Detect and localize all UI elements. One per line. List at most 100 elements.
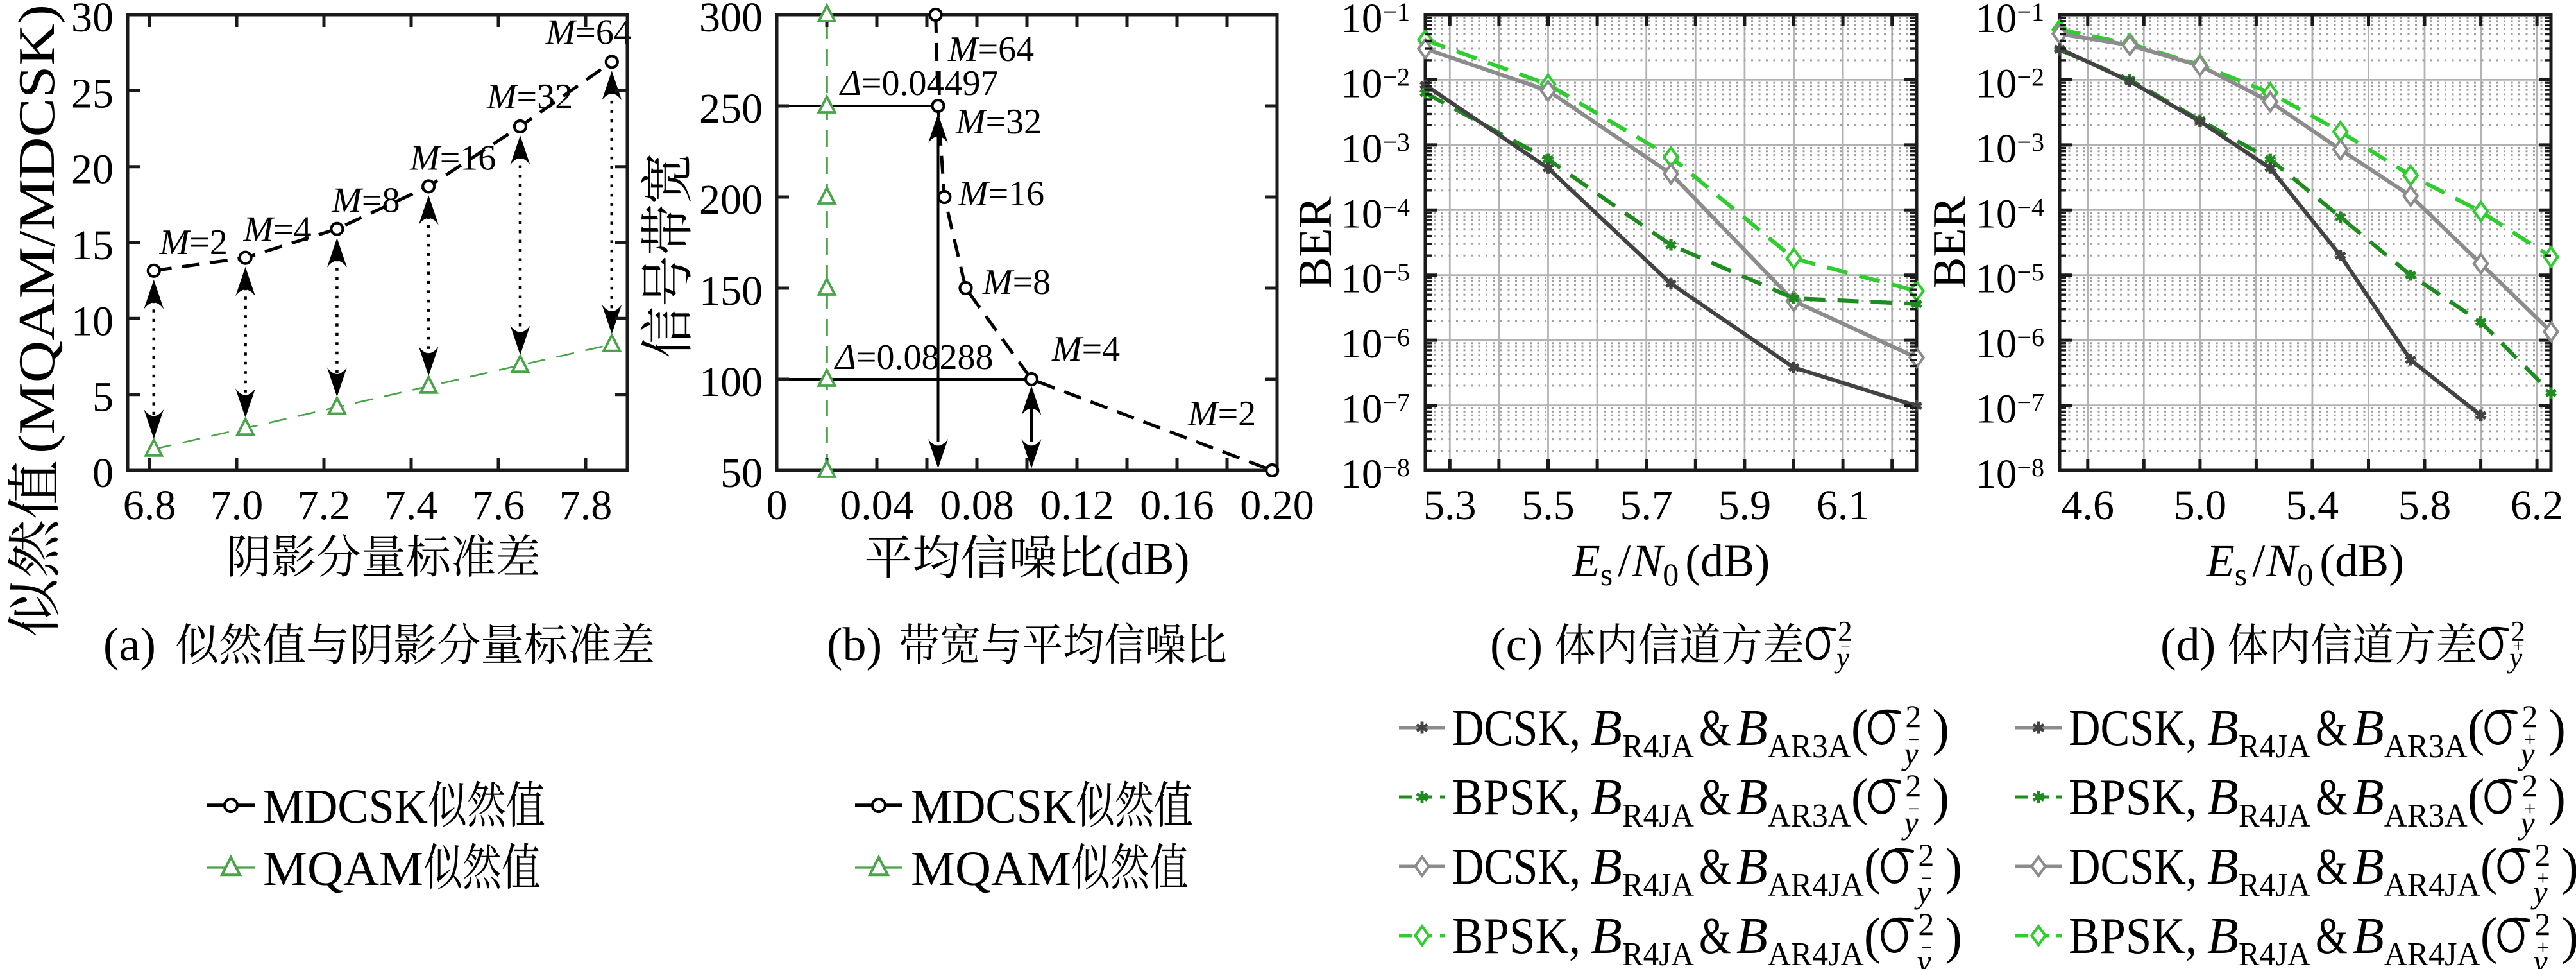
svg-text:6.1: 6.1 bbox=[1817, 482, 1870, 529]
svg-text:(: ( bbox=[1851, 700, 1868, 757]
svg-text:2: 2 bbox=[1838, 615, 1852, 647]
svg-text:): ) bbox=[2561, 908, 2576, 965]
svg-text:M: M bbox=[545, 12, 578, 52]
svg-text:): ) bbox=[1945, 839, 1962, 895]
svg-text:s: s bbox=[1600, 556, 1613, 592]
svg-text:+: + bbox=[2513, 637, 2523, 656]
svg-text:BPSK,: BPSK, bbox=[2069, 908, 2197, 965]
svg-text:AR4JA: AR4JA bbox=[1768, 867, 1864, 904]
svg-text:7.4: 7.4 bbox=[385, 482, 438, 529]
svg-text:−6: −6 bbox=[2017, 323, 2044, 352]
svg-text:10: 10 bbox=[1341, 191, 1382, 237]
svg-text:M: M bbox=[1051, 329, 1084, 369]
svg-text:10: 10 bbox=[1341, 451, 1382, 497]
svg-text:0.08: 0.08 bbox=[940, 482, 1014, 529]
svg-text:R4JA: R4JA bbox=[2239, 936, 2310, 969]
svg-text:): ) bbox=[1932, 700, 1949, 757]
svg-text:10: 10 bbox=[1975, 256, 2017, 302]
svg-text:4.6: 4.6 bbox=[2062, 482, 2115, 529]
svg-text:2: 2 bbox=[2534, 906, 2550, 942]
svg-text:MDCSK: MDCSK bbox=[911, 780, 1076, 834]
svg-text:150: 150 bbox=[699, 268, 763, 314]
svg-text:7.6: 7.6 bbox=[472, 482, 525, 529]
svg-text:R4JA: R4JA bbox=[1622, 728, 1694, 765]
svg-text:6.2: 6.2 bbox=[2511, 482, 2564, 529]
svg-text:5.8: 5.8 bbox=[2398, 482, 2452, 529]
svg-text:(: ( bbox=[2468, 700, 2485, 757]
svg-text:=32: =32 bbox=[986, 102, 1042, 142]
svg-text:10: 10 bbox=[1341, 256, 1382, 302]
svg-text:/: / bbox=[1618, 535, 1631, 587]
svg-text:25: 25 bbox=[71, 70, 114, 117]
svg-text:−8: −8 bbox=[2017, 453, 2044, 482]
svg-text:N: N bbox=[2266, 535, 2300, 587]
svg-text:=8: =8 bbox=[362, 181, 400, 221]
svg-text:(dB): (dB) bbox=[1105, 533, 1190, 585]
svg-text:&: & bbox=[2316, 700, 2348, 757]
svg-text:7.2: 7.2 bbox=[298, 482, 351, 529]
svg-text:10: 10 bbox=[1975, 126, 2017, 172]
svg-text:−: − bbox=[1908, 728, 1919, 751]
svg-text:=0.04497: =0.04497 bbox=[861, 64, 999, 103]
svg-text:B: B bbox=[2207, 908, 2239, 965]
svg-text:0.04: 0.04 bbox=[840, 482, 914, 529]
svg-text:0: 0 bbox=[2297, 556, 2313, 592]
svg-text:2: 2 bbox=[2534, 837, 2550, 873]
svg-text:0.20: 0.20 bbox=[1240, 482, 1314, 529]
svg-text:B: B bbox=[2207, 839, 2239, 895]
svg-text:MDCSK: MDCSK bbox=[263, 780, 428, 834]
svg-text:E: E bbox=[1572, 535, 1600, 587]
svg-text:−7: −7 bbox=[2017, 388, 2044, 417]
svg-text:): ) bbox=[1945, 908, 1962, 965]
svg-text:(dB): (dB) bbox=[2319, 535, 2404, 587]
svg-text:&: & bbox=[1699, 700, 1731, 757]
svg-text:M: M bbox=[982, 262, 1015, 302]
svg-text:(a): (a) bbox=[103, 619, 156, 671]
svg-text:y: y bbox=[1913, 874, 1931, 910]
svg-text:10: 10 bbox=[1341, 60, 1382, 107]
svg-text:): ) bbox=[2561, 839, 2576, 895]
svg-text:&: & bbox=[2316, 769, 2348, 826]
svg-text:−1: −1 bbox=[1382, 0, 1410, 26]
svg-text:M: M bbox=[955, 102, 988, 142]
svg-text:10: 10 bbox=[1975, 451, 2017, 497]
svg-text:y: y bbox=[1834, 642, 1849, 674]
svg-text:N: N bbox=[1631, 535, 1665, 587]
svg-text:250: 250 bbox=[699, 85, 763, 132]
svg-text:AR3A: AR3A bbox=[1768, 798, 1851, 834]
svg-text:−2: −2 bbox=[2017, 62, 2044, 91]
svg-text:R4JA: R4JA bbox=[2239, 867, 2310, 904]
svg-text:200: 200 bbox=[699, 176, 763, 223]
svg-text:=64: =64 bbox=[575, 12, 632, 52]
svg-text:BER: BER bbox=[1289, 196, 1342, 289]
svg-text:=64: =64 bbox=[978, 30, 1035, 69]
svg-text:M: M bbox=[486, 77, 519, 117]
svg-text:−: − bbox=[1840, 637, 1851, 656]
svg-text:/: / bbox=[2252, 535, 2265, 587]
svg-text:BPSK,: BPSK, bbox=[1452, 769, 1580, 826]
svg-text:R4JA: R4JA bbox=[1622, 798, 1694, 834]
svg-text:R4JA: R4JA bbox=[1622, 936, 1694, 969]
svg-text:=0.08288: =0.08288 bbox=[856, 338, 994, 377]
svg-text:10: 10 bbox=[1975, 321, 2017, 367]
svg-text:=16: =16 bbox=[988, 174, 1045, 214]
svg-text:BPSK,: BPSK, bbox=[1452, 908, 1580, 965]
svg-text:B: B bbox=[1736, 769, 1768, 826]
svg-text:(c): (c) bbox=[1490, 619, 1543, 671]
svg-text:M: M bbox=[409, 138, 442, 178]
svg-text:(: ( bbox=[2480, 839, 2498, 895]
svg-text:E: E bbox=[2206, 535, 2235, 587]
svg-text:M: M bbox=[947, 30, 980, 69]
svg-text:R4JA: R4JA bbox=[2239, 728, 2310, 765]
svg-text:MQAM: MQAM bbox=[263, 842, 423, 896]
svg-text:2: 2 bbox=[2521, 767, 2538, 803]
svg-text:2: 2 bbox=[2521, 698, 2538, 734]
svg-text:y: y bbox=[1901, 735, 1919, 771]
svg-text:BPSK,: BPSK, bbox=[2069, 769, 2197, 826]
svg-text:&: & bbox=[1699, 839, 1731, 895]
svg-text:y: y bbox=[2507, 642, 2522, 674]
svg-text:2: 2 bbox=[1905, 767, 1921, 803]
svg-text:30: 30 bbox=[71, 0, 114, 41]
svg-text:10: 10 bbox=[1341, 386, 1382, 433]
svg-text:M: M bbox=[1187, 394, 1220, 434]
